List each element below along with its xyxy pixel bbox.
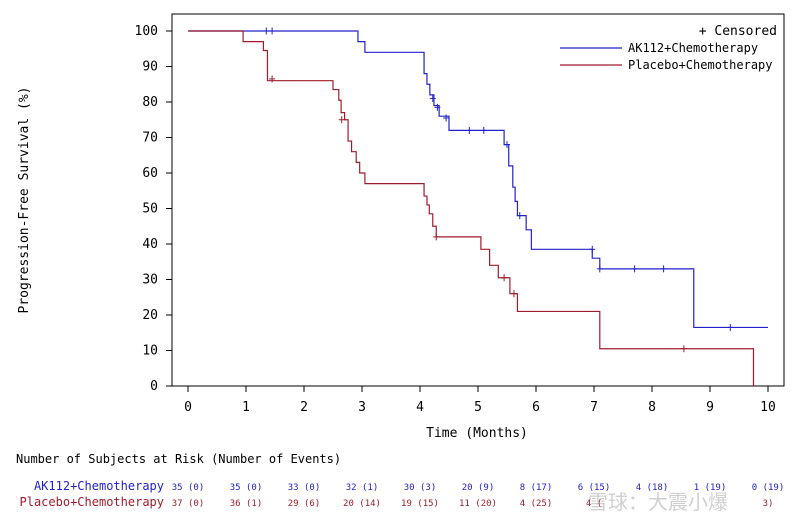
legend-title: + Censored <box>699 24 777 39</box>
censor-mark <box>727 323 734 331</box>
y-tick-label: 30 <box>142 273 158 288</box>
y-tick-label: 80 <box>142 95 158 110</box>
risk-value: 30 (3) <box>404 483 437 493</box>
x-tick-label: 0 <box>184 400 192 415</box>
censor-mark <box>680 345 687 353</box>
y-tick-label: 100 <box>135 24 158 39</box>
censor-mark <box>501 274 508 282</box>
risk-value: 32 (1) <box>346 483 379 493</box>
censor-mark <box>510 290 517 298</box>
watermark: 雪球：大震小爆 <box>588 490 728 514</box>
x-axis-title: Time (Months) <box>426 426 528 441</box>
risk-value: 36 (1) <box>230 499 263 509</box>
y-tick-label: 20 <box>142 308 158 323</box>
legend-label: AK112+Chemotherapy <box>628 41 758 55</box>
y-tick-label: 0 <box>150 379 158 394</box>
risk-value: 37 (0) <box>172 499 205 509</box>
x-tick-label: 5 <box>474 400 482 415</box>
censor-mark <box>660 265 667 273</box>
x-tick-label: 2 <box>300 400 308 415</box>
censor-mark <box>263 27 270 35</box>
censor-mark <box>433 233 440 241</box>
risk-value: 4 ( <box>586 499 602 509</box>
risk-value: 11 (20) <box>459 499 497 509</box>
risk-value: 4 (25) <box>520 499 553 509</box>
censor-mark <box>434 103 441 111</box>
risk-value: 19 (15) <box>401 499 439 509</box>
risk-row-label: Placebo+Chemotherapy <box>20 495 165 509</box>
risk-value: 1 (19) <box>694 483 727 493</box>
y-tick-label: 10 <box>142 344 158 359</box>
y-tick-label: 90 <box>142 60 158 75</box>
censor-mark <box>480 126 487 134</box>
y-tick-label: 70 <box>142 131 158 146</box>
risk-row-label: AK112+Chemotherapy <box>34 479 164 493</box>
risk-table: Number of Subjects at Risk (Number of Ev… <box>16 452 784 509</box>
x-tick-label: 3 <box>358 400 366 415</box>
x-tick-label: 4 <box>416 400 424 415</box>
survival-curves <box>188 27 768 386</box>
legend-label: Placebo+Chemotherapy <box>628 58 773 72</box>
x-tick-label: 8 <box>648 400 656 415</box>
y-tick-label: 40 <box>142 237 158 252</box>
censor-mark <box>429 94 436 102</box>
risk-value: 8 (17) <box>520 483 553 493</box>
risk-value: 6 (15) <box>578 483 611 493</box>
x-tick-label: 9 <box>706 400 714 415</box>
risk-value: 4 (18) <box>636 483 669 493</box>
x-tick-label: 1 <box>242 400 250 415</box>
censor-mark <box>596 265 603 273</box>
risk-value: 0 (19) <box>752 483 785 493</box>
series-line-1 <box>188 30 768 329</box>
censor-mark <box>504 141 510 149</box>
censor-mark <box>269 27 276 35</box>
censor-mark <box>631 265 638 273</box>
legend: + Censored AK112+Chemotherapy Placebo+Che… <box>560 24 777 72</box>
censor-mark <box>443 114 450 122</box>
censor-mark <box>338 116 345 124</box>
risk-value: 35 (0) <box>230 483 263 493</box>
y-axis-title: Progression-Free Survival (%) <box>17 87 32 314</box>
risk-value: 3) <box>763 499 774 509</box>
censor-mark <box>466 126 473 134</box>
y-axis: 0 10 20 30 40 50 60 70 80 90 100 <box>135 24 172 394</box>
censor-mark <box>516 212 523 220</box>
x-tick-label: 7 <box>590 400 598 415</box>
risk-table-title: Number of Subjects at Risk (Number of Ev… <box>16 452 341 466</box>
risk-value: 29 (6) <box>288 499 321 509</box>
x-tick-label: 10 <box>760 400 776 415</box>
y-tick-label: 50 <box>142 202 158 217</box>
risk-value: 20 (9) <box>462 483 495 493</box>
risk-value: 35 (0) <box>172 483 205 493</box>
y-tick-label: 60 <box>142 166 158 181</box>
risk-value: 20 (14) <box>343 499 381 509</box>
censor-mark <box>589 245 596 253</box>
x-tick-label: 6 <box>532 400 540 415</box>
risk-value: 33 (0) <box>288 483 321 493</box>
x-axis: 0 1 2 3 4 5 6 7 8 9 10 <box>184 386 776 415</box>
censor-mark <box>269 75 276 83</box>
series-line-2 <box>188 30 755 386</box>
